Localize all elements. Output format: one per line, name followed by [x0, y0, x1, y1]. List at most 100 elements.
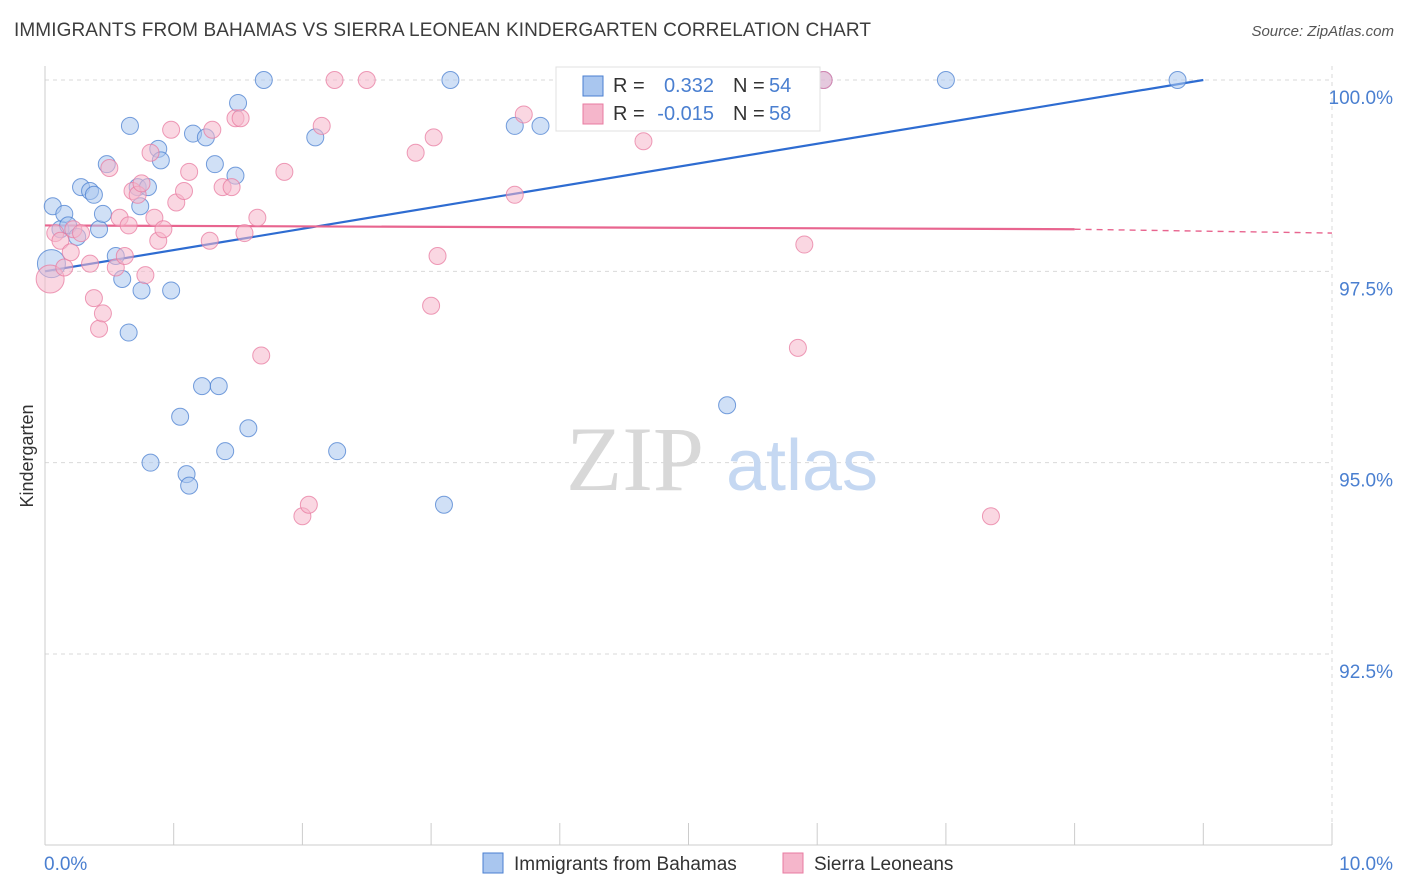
data-point-bahamas [531, 116, 550, 135]
data-point-sierra-leonean [84, 289, 103, 308]
data-point-sierra-leonean [299, 495, 318, 514]
chart-title: IMMIGRANTS FROM BAHAMAS VS SIERRA LEONEA… [14, 20, 872, 41]
data-point-bahamas [434, 495, 453, 514]
data-point-bahamas [718, 396, 737, 415]
y-tick-label: 97.5% [1339, 279, 1393, 300]
watermark: ZIP atlas [566, 408, 878, 510]
data-point-sierra-leonean [424, 128, 443, 147]
trend-line [44, 224, 1075, 231]
data-point-sierra-leonean [428, 247, 447, 266]
source-label: Source: ZipAtlas.com [1251, 23, 1394, 40]
data-point-bahamas [119, 323, 138, 342]
data-point-bahamas [180, 476, 199, 495]
data-point-sierra-leonean [325, 71, 344, 89]
data-point-sierra-leonean [981, 507, 1000, 526]
data-point-bahamas [229, 93, 248, 112]
data-point-sierra-leonean [162, 120, 181, 139]
data-point-sierra-leonean [72, 224, 91, 243]
data-point-sierra-leonean [275, 162, 294, 181]
legend-r-label: R = [613, 103, 645, 125]
data-point-sierra-leonean [200, 231, 219, 250]
legend-r-label: R = [613, 75, 645, 97]
y-tick-label: 100.0% [1329, 88, 1394, 109]
data-point-sierra-leonean [81, 254, 100, 273]
data-point-sierra-leonean [61, 243, 80, 262]
trend-line [44, 78, 1204, 273]
data-point-bahamas [254, 71, 273, 89]
data-point-sierra-leonean [180, 162, 199, 181]
x-tick-labels: 0.0% 10.0% [44, 854, 1393, 875]
data-point-sierra-leonean [51, 231, 70, 250]
legend-n-value: 54 [769, 75, 791, 97]
data-point-sierra-leonean [115, 247, 134, 266]
data-point-sierra-leonean [203, 120, 222, 139]
data-point-sierra-leonean [514, 105, 533, 124]
axes [44, 66, 1333, 846]
trend-line-extension [1074, 228, 1333, 234]
data-point-sierra-leonean [505, 185, 524, 204]
data-point-sierra-leonean [154, 220, 173, 239]
data-point-sierra-leonean [235, 224, 254, 243]
data-point-bahamas [162, 281, 181, 300]
data-point-bahamas [328, 442, 347, 461]
y-axis-label: Kindergarten [17, 404, 37, 507]
data-point-bahamas [936, 71, 955, 89]
data-point-bahamas [209, 377, 228, 396]
data-point-bahamas [193, 377, 212, 396]
data-points [35, 71, 1187, 526]
data-point-sierra-leonean [357, 71, 376, 89]
data-point-bahamas [205, 155, 224, 174]
data-point-sierra-leonean [406, 143, 425, 162]
data-point-sierra-leonean [788, 338, 807, 357]
data-point-sierra-leonean [132, 174, 151, 193]
watermark-atlas: atlas [726, 426, 878, 506]
legend-n-label: N = [733, 75, 765, 97]
watermark-zip: ZIP [566, 408, 704, 510]
data-point-sierra-leonean [93, 304, 112, 323]
y-tick-label: 92.5% [1339, 662, 1393, 683]
bottom-legend: Immigrants from Bahamas Sierra Leoneans [482, 852, 953, 875]
data-point-bahamas [120, 116, 139, 135]
legend-r-value: 0.332 [664, 75, 714, 97]
x-tick-label: 0.0% [44, 854, 87, 875]
data-point-sierra-leonean [795, 235, 814, 254]
legend-r-value: -0.015 [657, 103, 714, 125]
data-point-sierra-leonean [55, 258, 74, 277]
data-point-sierra-leonean [119, 216, 138, 235]
data-point-sierra-leonean [312, 116, 331, 135]
x-tick-label: 10.0% [1339, 854, 1393, 875]
data-point-sierra-leonean [422, 296, 441, 315]
legend-n-value: 58 [769, 103, 791, 125]
data-point-sierra-leonean [174, 181, 193, 200]
data-point-bahamas [1168, 71, 1187, 89]
data-point-bahamas [141, 453, 160, 472]
data-point-sierra-leonean [248, 208, 267, 227]
y-tick-label: 95.0% [1339, 471, 1393, 492]
data-point-sierra-leonean [90, 319, 109, 338]
legend-swatch [582, 103, 604, 125]
data-point-sierra-leonean [222, 178, 241, 197]
data-point-bahamas [216, 442, 235, 461]
data-point-bahamas [93, 204, 112, 223]
data-point-sierra-leonean [252, 346, 271, 365]
data-point-bahamas [90, 220, 109, 239]
data-point-sierra-leonean [100, 159, 119, 178]
data-point-sierra-leonean [141, 143, 160, 162]
bottom-legend-swatch [782, 852, 804, 874]
data-point-sierra-leonean [634, 132, 653, 151]
data-point-bahamas [84, 185, 103, 204]
data-point-bahamas [441, 71, 460, 89]
trend-lines [44, 78, 1333, 273]
bottom-legend-label: Immigrants from Bahamas [514, 854, 737, 875]
data-point-bahamas [239, 419, 258, 438]
legend-swatch [582, 75, 604, 97]
bottom-legend-swatch [482, 852, 504, 874]
data-point-sierra-leonean [136, 266, 155, 285]
data-point-bahamas [132, 281, 151, 300]
data-point-bahamas [171, 407, 190, 426]
legend-n-label: N = [733, 103, 765, 125]
legend: R = 0.332 N = 54 R = -0.015 N = 58 [555, 66, 821, 132]
data-point-sierra-leonean [231, 109, 250, 128]
bottom-legend-label: Sierra Leoneans [814, 854, 953, 875]
